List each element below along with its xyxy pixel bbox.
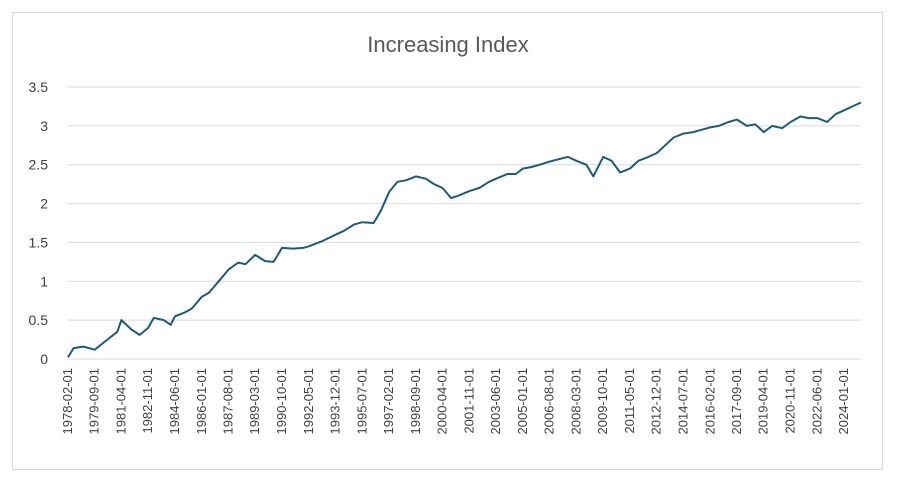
x-tick-label: 1987-08-01 (220, 368, 235, 435)
x-tick-label: 2008-03-01 (568, 368, 583, 435)
x-tick-label: 2016-02-01 (702, 368, 717, 435)
x-tick-label: 1986-01-01 (194, 368, 209, 435)
x-tick-label: 2003-06-01 (488, 368, 503, 435)
chart-frame (12, 12, 883, 470)
x-tick-label: 1998-09-01 (408, 368, 423, 435)
y-tick-label: 2 (40, 196, 48, 212)
x-tick-label: 1982-11-01 (140, 368, 155, 434)
x-tick-label: 1989-03-01 (247, 368, 262, 435)
y-tick-label: 2.5 (29, 157, 49, 173)
y-tick-label: 0 (40, 351, 48, 367)
x-tick-label: 2024-01-01 (836, 368, 851, 435)
x-tick-label: 1979-09-01 (87, 368, 102, 435)
series-line (67, 101, 862, 358)
x-tick-label: 2001-11-01 (461, 368, 476, 434)
x-tick-label: 1993-12-01 (328, 368, 343, 435)
chart-title: Increasing Index (367, 32, 528, 57)
x-tick-label: 2012-12-01 (649, 368, 664, 435)
y-tick-label: 3.5 (29, 79, 49, 95)
x-tick-label: 1992-05-01 (301, 368, 316, 435)
y-tick-label: 1 (40, 273, 48, 289)
x-tick-label: 2011-05-01 (622, 368, 637, 434)
x-tick-label: 1990-10-01 (274, 368, 289, 435)
y-axis-ticks: 0 0.5 1 1.5 2 2.5 3 3.5 (29, 79, 49, 367)
x-axis-ticks: 1978-02-01 1979-09-01 1981-04-01 1982-11-01… (60, 368, 851, 435)
x-tick-label: 2017-09-01 (729, 368, 744, 435)
gridlines (68, 86, 861, 360)
series-layer (67, 101, 862, 358)
x-tick-label: 2014-07-01 (675, 368, 690, 435)
x-tick-label: 2005-01-01 (515, 368, 530, 435)
x-tick-label: 2019-04-01 (756, 368, 771, 435)
x-tick-label: 2006-08-01 (542, 368, 557, 435)
x-tick-label: 2022-06-01 (809, 368, 824, 435)
x-tick-label: 1995-07-01 (354, 368, 369, 435)
x-tick-label: 2000-04-01 (435, 368, 450, 435)
y-tick-label: 3 (40, 118, 48, 134)
x-tick-label: 1981-04-01 (113, 368, 128, 435)
x-tick-label: 1978-02-01 (60, 368, 75, 435)
x-tick-label: 1984-06-01 (167, 368, 182, 435)
y-tick-label: 1.5 (29, 234, 49, 250)
y-tick-label: 0.5 (29, 312, 49, 328)
x-tick-label: 2020-11-01 (783, 368, 798, 434)
x-tick-label: 2009-10-01 (595, 368, 610, 435)
x-tick-label: 1997-02-01 (381, 368, 396, 435)
